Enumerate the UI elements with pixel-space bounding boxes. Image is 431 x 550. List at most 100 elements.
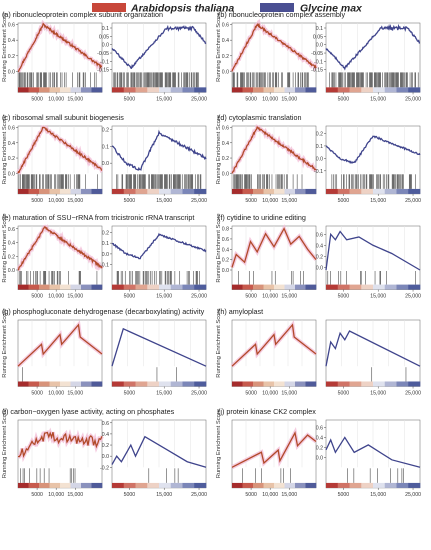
- x-tick-label: 5000: [124, 492, 136, 498]
- rank-color-segment: [361, 381, 374, 387]
- y-tick-label: 0.4: [222, 141, 229, 147]
- panel-title: (g) phosphogluconate dehydrogenase (deca…: [2, 307, 205, 316]
- arabidopsis-es-curve: [17, 431, 103, 458]
- rank-color-segment: [81, 284, 92, 290]
- rank-color-segment: [18, 188, 29, 194]
- glycine-subplot: 5000 15,000 25,000: [111, 319, 207, 396]
- rank-color-segment: [274, 87, 285, 93]
- rank-color-segment: [39, 284, 50, 290]
- y-tick-label: 0.6: [8, 23, 15, 29]
- rank-color-segment: [295, 482, 306, 488]
- rank-color-segment: [337, 188, 350, 194]
- x-tick-label: 5000: [124, 294, 136, 300]
- x-tick-label: 10,000: [48, 390, 64, 396]
- y-tick-label: -0.15: [97, 68, 109, 74]
- rank-color-segment: [232, 381, 243, 387]
- y-tick-label: 0.0: [316, 43, 323, 49]
- panel-title: (a) ribonucleoprotein complex subunit or…: [2, 10, 163, 19]
- x-tick-label: 10,000: [48, 96, 64, 102]
- arabidopsis-es-curve: [17, 226, 103, 271]
- rank-color-segment: [170, 87, 183, 93]
- rank-color-segment: [123, 381, 136, 387]
- glycine-es-curve: [111, 435, 207, 468]
- rank-color-segment: [284, 87, 296, 93]
- rank-color-segment: [182, 87, 195, 93]
- y-tick-label: -0.2: [100, 465, 109, 471]
- y-tick-label: 0.0: [222, 268, 229, 274]
- x-tick-label: 10,000: [262, 492, 278, 498]
- glycine-es-curve: [111, 129, 207, 171]
- rank-color-segment: [326, 284, 339, 290]
- rank-color-segment: [81, 87, 92, 93]
- y-tick-label: -0.1: [100, 59, 109, 65]
- x-tick-label: 5000: [31, 96, 43, 102]
- rank-color-segment: [253, 284, 264, 290]
- y-tick-label: 0.2: [316, 131, 323, 137]
- y-tick-label: 0.0: [8, 268, 15, 274]
- rank-color-segment: [263, 381, 275, 387]
- rank-color-segment: [18, 482, 29, 488]
- panel-title: (e) maturation of SSU−rRNA from tricistr…: [2, 213, 194, 222]
- glycine-subplot: 0.2 0.1 0.0 -0.1 5000 15,000 25,000: [314, 125, 421, 204]
- x-tick-label: 5000: [338, 294, 350, 300]
- rank-color-segment: [81, 381, 92, 387]
- rank-color-segment: [91, 87, 103, 93]
- x-tick-label: 15,000: [281, 294, 297, 300]
- y-tick-label: 0.6: [102, 421, 109, 427]
- x-tick-label: 15,000: [281, 390, 297, 396]
- x-tick-label: 25,000: [191, 198, 207, 204]
- x-tick-label: 15,000: [281, 198, 297, 204]
- x-tick-label: 10,000: [262, 390, 278, 396]
- rank-color-segment: [384, 284, 397, 290]
- x-tick-label: 25,000: [405, 294, 421, 300]
- y-tick-label: 0.2: [8, 54, 15, 60]
- rank-color-segment: [112, 381, 125, 387]
- rank-color-segment: [147, 381, 160, 387]
- panel-title: (i) carbon−oxygen lyase activity, acting…: [2, 407, 175, 416]
- y-axis-label: Running Enrichment Score: [216, 409, 222, 478]
- rank-color-segment: [91, 188, 103, 194]
- y-tick-label: 0.4: [316, 435, 323, 441]
- y-tick-label: 0.0: [316, 455, 323, 461]
- rank-color-segment: [384, 482, 397, 488]
- y-axis-label: Running Enrichment Score: [2, 409, 8, 478]
- rank-color-segment: [274, 284, 285, 290]
- rank-color-segment: [147, 87, 160, 93]
- rank-color-segment: [112, 284, 125, 290]
- rank-color-segment: [39, 381, 50, 387]
- rank-color-segment: [373, 381, 386, 387]
- rank-color-segment: [263, 87, 275, 93]
- x-tick-label: 5000: [31, 492, 43, 498]
- rank-color-segment: [49, 482, 61, 488]
- legend-swatch-arabidopsis: [92, 3, 126, 12]
- rank-color-segment: [81, 188, 92, 194]
- rank-color-segment: [60, 381, 71, 387]
- rank-color-segment: [408, 284, 421, 290]
- y-tick-label: 0.4: [222, 38, 229, 44]
- x-tick-label: 15,000: [67, 294, 83, 300]
- rank-color-segment: [60, 87, 71, 93]
- x-tick-label: 5000: [245, 294, 257, 300]
- rank-color-segment: [295, 284, 306, 290]
- y-tick-label: 0.05: [313, 34, 323, 40]
- x-tick-label: 5000: [338, 198, 350, 204]
- arabidopsis-es-curve: [231, 126, 317, 174]
- rank-color-segment: [28, 381, 40, 387]
- rank-color-segment: [18, 87, 29, 93]
- x-tick-label: 15,000: [281, 96, 297, 102]
- rank-color-segment: [159, 284, 172, 290]
- x-tick-label: 5000: [31, 390, 43, 396]
- x-tick-label: 25,000: [191, 96, 207, 102]
- rank-color-segment: [81, 482, 92, 488]
- x-tick-label: 15,000: [156, 294, 172, 300]
- y-tick-label: 0.0: [102, 161, 109, 167]
- rank-color-segment: [194, 284, 207, 290]
- y-tick-label: 0.0: [102, 252, 109, 258]
- rank-color-segment: [170, 284, 183, 290]
- y-tick-label: 0.2: [316, 254, 323, 260]
- y-tick-label: 0.0: [102, 454, 109, 460]
- x-tick-label: 10,000: [48, 198, 64, 204]
- y-tick-label: 0.0: [102, 43, 109, 49]
- panel-e: (e) maturation of SSU−rRNA from tricistr…: [2, 213, 207, 300]
